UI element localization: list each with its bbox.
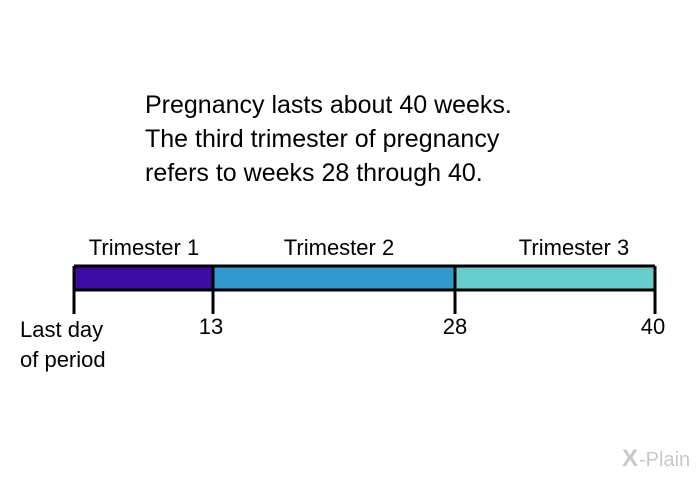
logo-mark: X (622, 445, 639, 472)
trimester-1-label: Trimester 1 (88, 235, 200, 260)
intro-text: Pregnancy lasts about 40 weeks. The thir… (145, 88, 665, 190)
logo-text: -Plain (639, 449, 691, 471)
trimester-1-segment (74, 266, 213, 290)
tick-label-28: 28 (442, 314, 468, 339)
tick-label-40: 40 (640, 314, 666, 339)
intro-line-1: Pregnancy lasts about 40 weeks. (145, 91, 512, 119)
intro-line-2: The third trimester of pregnancy (145, 125, 500, 153)
intro-line-3: refers to weeks 28 through 40. (145, 159, 483, 187)
trimester-2-label: Trimester 2 (283, 235, 395, 260)
start-label: Last day of period (20, 315, 106, 375)
trimester-3-label: Trimester 3 (518, 235, 630, 260)
trimester-3-segment (455, 266, 655, 290)
xplain-logo: X-Plain (622, 447, 690, 472)
start-label-line-2: of period (20, 347, 106, 372)
trimester-2-segment (213, 266, 455, 290)
start-label-line-1: Last day (20, 317, 104, 342)
tick-label-13: 13 (198, 314, 224, 339)
